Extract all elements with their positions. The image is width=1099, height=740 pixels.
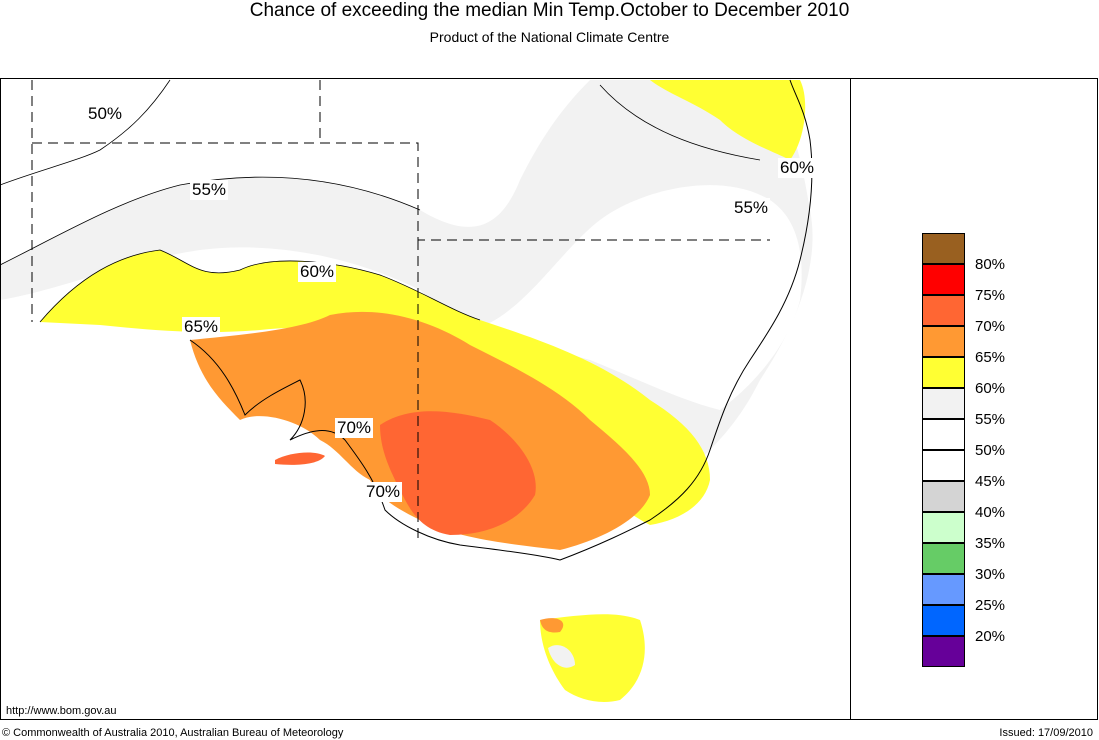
contour-label-60: 60%	[298, 262, 337, 282]
bom-url: http://www.bom.gov.au	[6, 705, 117, 717]
kangaroo-island	[275, 452, 325, 465]
contour-label-60-ne: 60%	[778, 158, 817, 178]
legend-swatch	[922, 543, 965, 574]
tasmania-gray	[548, 645, 575, 668]
chart-title: Chance of exceeding the median Min Temp.…	[249, 0, 850, 21]
tasmania	[540, 614, 645, 702]
legend-label: 75%	[975, 287, 1006, 304]
contour-60-region-qld	[650, 80, 806, 160]
contour-label-55: 55%	[190, 180, 229, 200]
legend-swatch	[922, 233, 965, 264]
contour-label-70-a: 70%	[335, 418, 374, 438]
legend-swatch	[922, 419, 965, 450]
legend-label: 20%	[975, 628, 1006, 645]
map-frame	[0, 78, 1098, 720]
legend-label: 70%	[975, 318, 1006, 335]
legend-label: 30%	[975, 566, 1006, 583]
legend-label: 35%	[975, 535, 1006, 552]
legend-swatch	[922, 605, 965, 636]
legend-label: 50%	[975, 442, 1006, 459]
tasmania-orange	[540, 618, 564, 633]
legend-divider	[850, 78, 851, 720]
legend-swatch	[922, 388, 965, 419]
legend-label: 60%	[975, 380, 1006, 397]
issued-date: Issued: 17/09/2010	[999, 727, 1093, 739]
legend-swatch	[922, 481, 965, 512]
legend-label: 40%	[975, 504, 1006, 521]
legend-swatch	[922, 326, 965, 357]
legend-swatch	[922, 450, 965, 481]
legend-label: 80%	[975, 256, 1006, 273]
contour-label-55-ne: 55%	[732, 198, 771, 218]
legend-label: 65%	[975, 349, 1006, 366]
contour-70-region	[380, 411, 536, 535]
contour-label-65: 65%	[182, 317, 221, 337]
legend-label: 25%	[975, 597, 1006, 614]
coastline	[189, 79, 813, 561]
copyright-text: © Commonwealth of Australia 2010, Austra…	[2, 727, 344, 739]
legend-label: 45%	[975, 473, 1006, 490]
legend-swatch	[922, 512, 965, 543]
contour-50-region	[470, 185, 802, 410]
legend-label: 55%	[975, 411, 1006, 428]
chart-subtitle: Product of the National Climate Centre	[429, 29, 670, 45]
legend-swatch	[922, 357, 965, 388]
legend-swatch	[922, 295, 965, 326]
legend-swatch	[922, 264, 965, 295]
contour-label-50: 50%	[86, 104, 125, 124]
legend-swatch	[922, 574, 965, 605]
contour-label-70-b: 70%	[364, 482, 403, 502]
legend-swatch	[922, 636, 965, 667]
